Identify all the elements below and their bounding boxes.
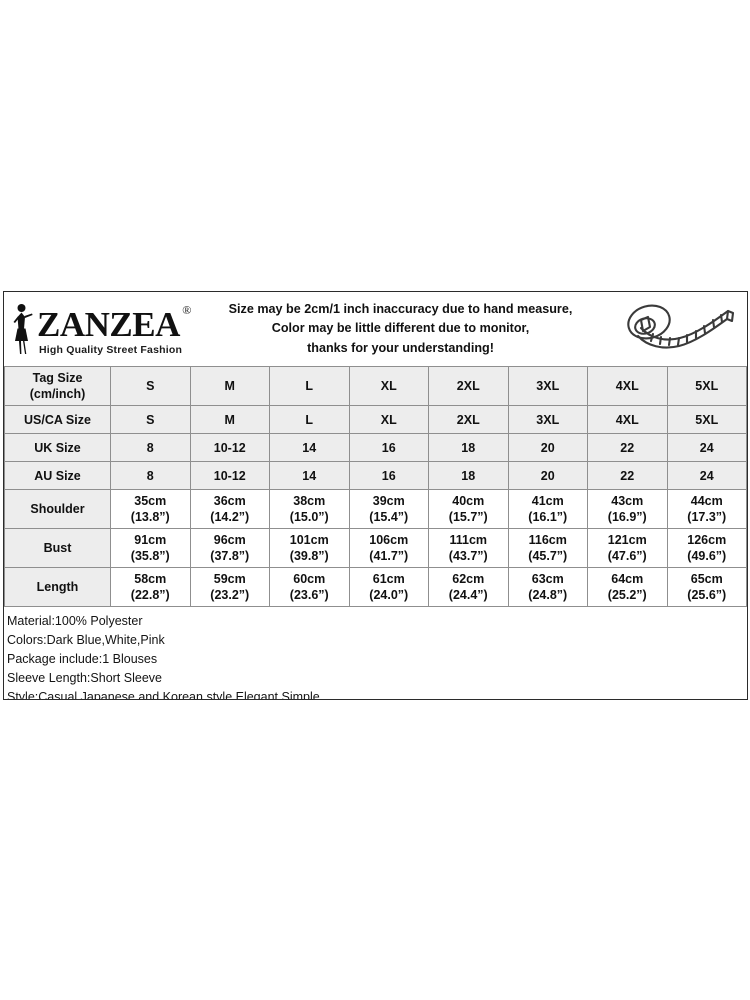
cell-tag-size-2xl: 2XL [428,366,509,406]
cell-bust-m: 96cm (37.8”) [189,528,270,568]
row-label-length: Length [4,567,111,607]
brand-logo: ZANZEA ® High Quality Street Fashion [4,303,194,355]
cell-usca-xl: XL [348,405,429,434]
cell-length-xl: 61cm (24.0”) [348,567,429,607]
cell-usca-5xl: 5XL [666,405,747,434]
cell-uk-5xl: 24 [666,433,747,462]
brand-tagline: High Quality Street Fashion [39,343,183,356]
row-label-au-size: AU Size [4,461,111,490]
cell-au-3xl: 20 [507,461,588,490]
cell-tag-size-4xl: 4XL [587,366,668,406]
cell-uk-m: 10-12 [189,433,270,462]
table-row-length: Length 58cm (22.8”) 59cm (23.2”) 60cm (2… [4,567,747,607]
cell-au-5xl: 24 [666,461,747,490]
measuring-tape-icon [607,300,747,358]
cell-tag-size-l: L [269,366,350,406]
row-label-uk-size: UK Size [4,433,111,462]
cell-shoulder-l: 38cm (15.0”) [269,489,350,529]
cell-au-l: 14 [269,461,350,490]
cell-tag-size-xl: XL [348,366,429,406]
cell-au-2xl: 18 [428,461,509,490]
detail-style: Style:Casual,Japanese and Korean style,E… [7,690,320,700]
cell-usca-l: L [269,405,350,434]
table-row-bust: Bust 91cm (35.8”) 96cm (37.8”) 101cm (39… [4,528,747,568]
chart-header: ZANZEA ® High Quality Street Fashion Size… [4,292,747,366]
size-chart-block: ZANZEA ® High Quality Street Fashion Size… [3,291,748,700]
cell-shoulder-5xl: 44cm (17.3”) [666,489,747,529]
cell-tag-size-5xl: 5XL [666,366,747,406]
row-label-bust: Bust [4,528,111,568]
cell-bust-xl: 106cm (41.7”) [348,528,429,568]
cell-bust-s: 91cm (35.8”) [110,528,191,568]
cell-shoulder-m: 36cm (14.2”) [189,489,270,529]
detail-sleeve-length: Sleeve Length:Short Sleeve [7,671,162,685]
measurement-disclaimer: Size may be 2cm/1 inch inaccuracy due to… [194,300,607,357]
cell-uk-4xl: 22 [587,433,668,462]
table-row-au-size: AU Size 8 10-12 14 16 18 20 22 24 [4,461,747,490]
cell-bust-2xl: 111cm (43.7”) [428,528,509,568]
cell-shoulder-2xl: 40cm (15.7”) [428,489,509,529]
detail-material: Material:100% Polyester [7,614,143,628]
cell-au-4xl: 22 [587,461,668,490]
cell-usca-s: S [110,405,191,434]
size-chart-table: Tag Size (cm/inch) S M L XL 2XL 3XL 4XL … [4,366,747,607]
cell-au-s: 8 [110,461,191,490]
row-label-shoulder: Shoulder [4,489,111,529]
detail-package: Package include:1 Blouses [7,652,158,666]
cell-length-2xl: 62cm (24.4”) [428,567,509,607]
cell-uk-xl: 16 [348,433,429,462]
cell-tag-size-m: M [189,366,270,406]
cell-tag-size-s: S [110,366,191,406]
cell-length-l: 60cm (23.6”) [269,567,350,607]
cell-usca-3xl: 3XL [507,405,588,434]
product-details: Material:100% Polyester Colors:Dark Blue… [4,607,747,700]
cell-uk-2xl: 18 [428,433,509,462]
disclaimer-line-3: thanks for your understanding! [307,340,494,355]
cell-uk-3xl: 20 [507,433,588,462]
detail-colors: Colors:Dark Blue,White,Pink [7,633,165,647]
cell-length-3xl: 63cm (24.8”) [507,567,588,607]
cell-usca-m: M [189,405,270,434]
row-label-tag-size: Tag Size (cm/inch) [4,366,111,406]
cell-length-s: 58cm (22.8”) [110,567,191,607]
cell-length-m: 59cm (23.2”) [189,567,270,607]
table-row-shoulder: Shoulder 35cm (13.8”) 36cm (14.2”) 38cm … [4,489,747,529]
cell-length-5xl: 65cm (25.6”) [666,567,747,607]
table-row-tag-size: Tag Size (cm/inch) S M L XL 2XL 3XL 4XL … [4,366,747,406]
disclaimer-line-2: Color may be little different due to mon… [271,321,530,336]
registered-mark: ® [182,303,191,318]
cell-tag-size-3xl: 3XL [507,366,588,406]
table-row-uk-size: UK Size 8 10-12 14 16 18 20 22 24 [4,433,747,462]
disclaimer-line-1: Size may be 2cm/1 inch inaccuracy due to… [228,302,573,317]
cell-bust-l: 101cm (39.8”) [269,528,350,568]
cell-bust-5xl: 126cm (49.6”) [666,528,747,568]
cell-shoulder-3xl: 41cm (16.1”) [507,489,588,529]
table-row-usca-size: US/CA Size S M L XL 2XL 3XL 4XL 5XL [4,405,747,434]
row-label-usca-size: US/CA Size [4,405,111,434]
cell-uk-s: 8 [110,433,191,462]
cell-usca-4xl: 4XL [587,405,668,434]
brand-name: ZANZEA ® [37,303,191,345]
cell-uk-l: 14 [269,433,350,462]
cell-shoulder-4xl: 43cm (16.9”) [587,489,668,529]
cell-shoulder-s: 35cm (13.8”) [110,489,191,529]
cell-bust-4xl: 121cm (47.6”) [587,528,668,568]
cell-usca-2xl: 2XL [428,405,509,434]
cell-bust-3xl: 116cm (45.7”) [507,528,588,568]
cell-au-xl: 16 [348,461,429,490]
cell-shoulder-xl: 39cm (15.4”) [348,489,429,529]
cell-au-m: 10-12 [189,461,270,490]
woman-silhouette-icon [10,303,36,355]
cell-length-4xl: 64cm (25.2”) [587,567,668,607]
